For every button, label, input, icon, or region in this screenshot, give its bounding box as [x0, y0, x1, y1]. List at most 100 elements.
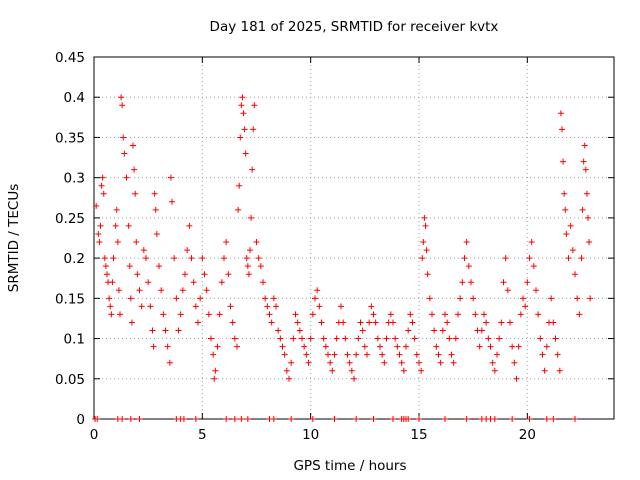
data-point	[394, 343, 401, 350]
data-point	[113, 206, 120, 213]
data-point	[585, 214, 591, 221]
data-point	[143, 255, 149, 262]
data-point	[288, 359, 295, 366]
data-point	[231, 335, 238, 342]
data-point	[524, 279, 531, 286]
data-point	[569, 247, 576, 254]
data-point	[431, 327, 438, 334]
data-point	[138, 303, 145, 310]
data-point	[169, 198, 175, 205]
data-point	[459, 279, 466, 286]
data-point	[353, 416, 360, 422]
data-point	[95, 230, 102, 237]
y-tick-label: 0.35	[55, 130, 85, 146]
data-point	[528, 239, 535, 246]
data-point	[504, 287, 511, 294]
data-point	[104, 271, 110, 278]
data-point	[574, 295, 581, 302]
data-point	[101, 255, 108, 262]
data-point	[126, 263, 133, 270]
data-point	[132, 190, 139, 197]
data-point	[160, 311, 167, 318]
data-point	[303, 351, 310, 358]
data-point	[379, 351, 386, 358]
data-point	[446, 335, 453, 342]
data-point	[424, 271, 431, 278]
x-tick-label: 20	[519, 427, 536, 443]
data-point	[579, 206, 586, 213]
data-point	[152, 206, 159, 213]
data-point	[244, 416, 251, 422]
data-point	[543, 343, 550, 350]
data-point	[133, 239, 140, 246]
data-point	[309, 311, 316, 318]
data-point	[299, 335, 305, 342]
data-point	[537, 335, 544, 342]
data-point	[268, 319, 275, 326]
data-point	[543, 416, 550, 422]
data-point	[180, 416, 187, 422]
data-point	[565, 255, 572, 262]
data-point	[205, 311, 212, 318]
data-point	[463, 239, 470, 246]
data-point	[557, 110, 564, 117]
data-point	[190, 279, 197, 286]
data-point	[433, 343, 440, 350]
data-point	[281, 351, 288, 358]
data-point	[242, 150, 249, 157]
data-point	[314, 287, 321, 294]
data-point	[556, 367, 563, 374]
data-point	[237, 134, 244, 141]
data-point	[581, 142, 588, 149]
data-point	[485, 335, 492, 342]
data-point	[429, 311, 435, 318]
x-tick-label: 10	[302, 427, 319, 443]
data-point	[162, 327, 169, 334]
data-point	[130, 142, 136, 149]
data-point	[507, 319, 513, 326]
data-point	[457, 295, 464, 302]
data-point	[149, 327, 156, 334]
data-point	[127, 295, 134, 302]
y-tick-label: 0.3	[64, 171, 85, 187]
data-point	[586, 239, 593, 246]
data-point	[117, 311, 123, 318]
data-point	[262, 295, 269, 302]
data-point	[309, 416, 316, 422]
data-point	[576, 311, 583, 318]
data-point	[211, 375, 218, 382]
data-point	[188, 255, 195, 262]
data-point	[515, 343, 522, 350]
data-point	[318, 319, 325, 326]
data-point	[108, 311, 115, 318]
data-point	[260, 279, 266, 286]
y-axis-label: SRMTID / TECUs	[6, 184, 22, 292]
data-point	[562, 206, 569, 213]
plot-frame	[93, 56, 615, 420]
data-point	[372, 319, 379, 326]
data-point	[107, 303, 114, 310]
x-axis-label: GPS time / hours	[293, 458, 406, 474]
data-point	[250, 126, 257, 133]
y-tick-label: 0.25	[55, 211, 85, 227]
data-point	[509, 416, 516, 422]
data-point	[99, 174, 106, 181]
data-point	[526, 255, 533, 262]
data-point	[407, 311, 414, 318]
data-point	[325, 351, 331, 358]
data-point	[312, 295, 318, 302]
data-point	[112, 222, 119, 229]
data-point	[171, 255, 178, 262]
data-point	[472, 311, 479, 318]
data-point	[463, 416, 470, 422]
data-point	[409, 319, 416, 326]
data-point	[426, 295, 433, 302]
data-point	[125, 222, 132, 229]
data-point	[450, 359, 457, 366]
data-point	[403, 343, 409, 350]
data-point	[390, 319, 396, 326]
data-point	[307, 335, 314, 342]
data-point	[128, 319, 135, 326]
y-tick-label: 0.1	[64, 332, 85, 348]
data-point	[550, 416, 557, 422]
